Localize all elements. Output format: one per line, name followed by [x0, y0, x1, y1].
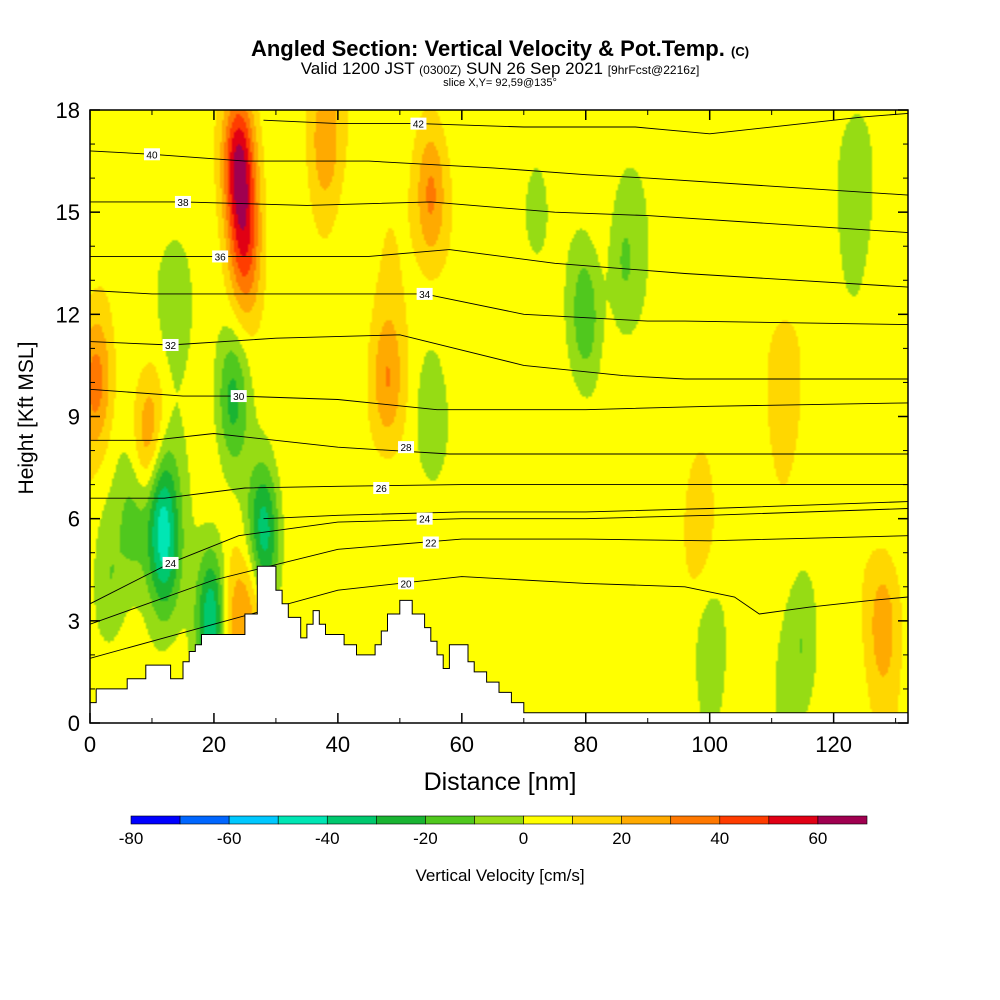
- title-unit: (C): [731, 44, 750, 59]
- contour-label: 38: [177, 198, 189, 209]
- colorbar: -80 -60 -40 -20 0 20 40 60: [119, 815, 868, 848]
- vertical-velocity-field: [90, 110, 908, 723]
- contour-label: 28: [400, 443, 412, 454]
- colorbar-tick-label: -60: [217, 829, 242, 848]
- contour-label-bg: [162, 556, 179, 569]
- y-tick-label: 12: [56, 302, 80, 327]
- x-tick-label: 120: [815, 732, 852, 757]
- contour-label-bg: [416, 512, 433, 525]
- colorbar-tick-label: 20: [612, 829, 631, 848]
- terrain-mask: [90, 565, 908, 723]
- contour-label: 30: [233, 392, 245, 403]
- subtitle-valid: Valid 1200 JST: [300, 59, 415, 78]
- colorbar-tick-label: 60: [808, 829, 827, 848]
- y-tick-label: 18: [56, 98, 80, 123]
- contour-label: 22: [425, 539, 437, 550]
- colorbar-tick-label: 0: [519, 829, 528, 848]
- contour-label: 36: [215, 252, 227, 263]
- contour-label: 24: [165, 559, 177, 570]
- x-tick-label: 20: [202, 732, 226, 757]
- colorbar-swatch: [425, 815, 475, 825]
- colorbar-swatch: [277, 815, 328, 825]
- theta-contour: [90, 334, 908, 380]
- colorbar-label: Vertical Velocity [cm/s]: [415, 866, 584, 885]
- colorbar-tick-label: -20: [413, 829, 438, 848]
- colorbar-swatch: [326, 815, 377, 825]
- contour-label: 20: [400, 579, 412, 590]
- theta-contour: [90, 508, 908, 605]
- colorbar-swatch: [179, 815, 230, 825]
- contour-label-bg: [398, 577, 415, 590]
- colorbar-swatch: [817, 815, 868, 825]
- y-tick-label: 6: [68, 507, 80, 532]
- contour-label-bg: [143, 148, 160, 161]
- contour-label: 34: [419, 290, 431, 301]
- contour-label-bg: [398, 441, 415, 454]
- contour-label-bg: [162, 338, 179, 351]
- contour-label-bg: [416, 287, 433, 300]
- colorbar-swatch: [719, 815, 770, 825]
- theta-contour: [90, 388, 908, 411]
- y-axis-label: Height [Kft MSL]: [15, 342, 38, 495]
- theta-contour: [90, 576, 908, 659]
- contour-label: 42: [413, 120, 425, 131]
- contour-label-bg: [230, 390, 247, 403]
- y-tick-label: 15: [56, 200, 80, 225]
- contour-label-bg: [174, 195, 191, 208]
- contour-label-bg: [410, 117, 427, 130]
- x-tick-label: 40: [326, 732, 350, 757]
- slice-label: slice X,Y= 92,59@135°: [443, 77, 557, 89]
- colorbar-swatch: [670, 815, 721, 825]
- contour-labels: 20 22 24 24 26 28 30 32 34 36 38 40 42: [143, 117, 439, 590]
- colorbar-tick-label: 40: [710, 829, 729, 848]
- contour-label-bg: [373, 482, 390, 495]
- theta-contour: [90, 150, 908, 196]
- contour-label-bg: [212, 250, 229, 263]
- colorbar-swatch: [523, 815, 573, 825]
- colorbar-swatch: [474, 815, 524, 825]
- x-tick-label: 60: [450, 732, 474, 757]
- theta-contour: [90, 484, 908, 499]
- contour-label-bg: [422, 536, 439, 549]
- x-tick-label: 0: [84, 732, 96, 757]
- title-text: Angled Section: Vertical Velocity & Pot.…: [250, 36, 725, 61]
- x-tick-label: 100: [691, 732, 728, 757]
- colorbar-tick-label: -80: [119, 829, 144, 848]
- colorbar-swatch: [130, 815, 181, 825]
- y-tick-label: 9: [68, 405, 80, 430]
- x-axis-label: Distance [nm]: [424, 768, 577, 796]
- contour-label: 24: [419, 515, 431, 526]
- subtitle-utc: (0300Z): [419, 63, 462, 77]
- colorbar-swatch: [228, 815, 279, 825]
- colorbar-tick-label: -40: [315, 829, 340, 848]
- theta-contour: [263, 501, 908, 520]
- colorbar-swatch: [768, 815, 819, 825]
- chart-title: Angled Section: Vertical Velocity & Pot.…: [0, 36, 1000, 62]
- theta-contour: [90, 433, 908, 455]
- colorbar-swatch: [376, 815, 426, 825]
- theta-contour: [263, 112, 908, 135]
- theta-contour: [90, 535, 908, 625]
- subtitle-date: SUN 26 Sep 2021: [465, 59, 603, 78]
- contour-label: 32: [165, 341, 177, 352]
- x-tick-label: 80: [574, 732, 598, 757]
- contour-label: 40: [146, 150, 158, 161]
- contour-label: 26: [376, 484, 388, 495]
- chart-subtitle: Valid 1200 JST (0300Z) SUN 26 Sep 2021 […: [0, 59, 1000, 79]
- subtitle-fcst: [9hrFcst@2216z]: [607, 63, 700, 77]
- colorbar-swatch: [572, 815, 622, 825]
- colorbar-swatch: [621, 815, 672, 825]
- theta-contour: [90, 290, 908, 326]
- y-tick-label: 0: [68, 711, 80, 736]
- y-tick-label: 3: [68, 609, 80, 634]
- pot-temp-contours: [90, 112, 908, 659]
